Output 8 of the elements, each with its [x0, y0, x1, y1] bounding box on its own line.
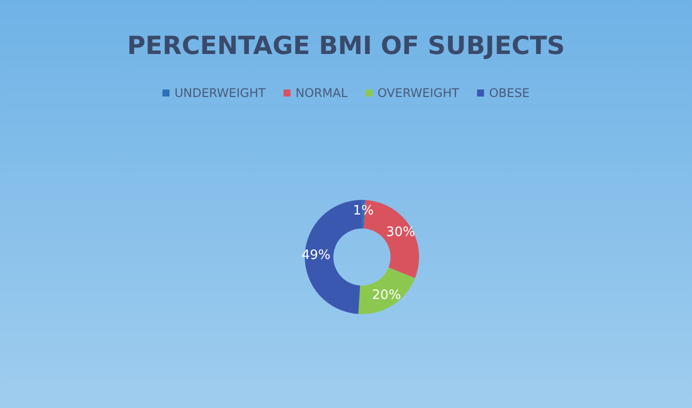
- legend-label: OVERWEIGHT: [378, 86, 460, 100]
- data-label: 30%: [386, 224, 416, 240]
- chart-title: PERCENTAGE BMI OF SUBJECTS: [127, 31, 565, 60]
- legend-label: NORMAL: [296, 86, 348, 100]
- data-label: 49%: [302, 248, 331, 264]
- legend-label: OBESE: [489, 86, 530, 100]
- data-label: 20%: [372, 288, 401, 304]
- legend-label: UNDERWEIGHT: [174, 86, 266, 100]
